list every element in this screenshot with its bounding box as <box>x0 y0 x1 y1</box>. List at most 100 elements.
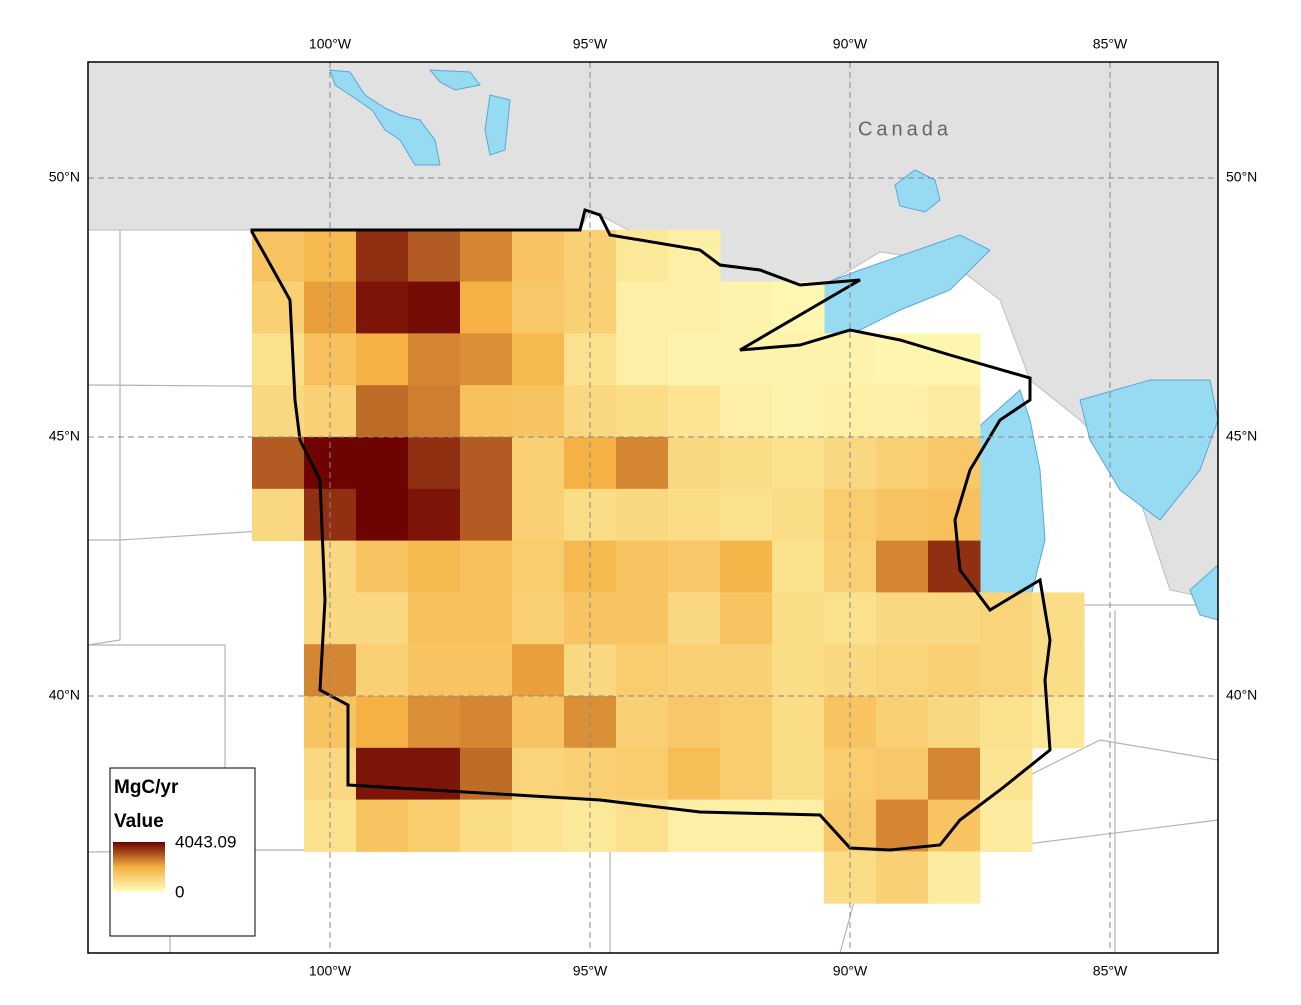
raster-cell <box>408 437 461 490</box>
raster-cell <box>512 229 565 283</box>
raster-cell <box>616 488 669 542</box>
raster-cell <box>928 592 981 645</box>
raster-cell <box>356 281 409 334</box>
raster-cell <box>876 540 929 593</box>
raster-cell <box>356 799 409 852</box>
raster <box>252 229 1085 904</box>
raster-cell <box>772 592 825 645</box>
raster-cell <box>1032 644 1085 697</box>
raster-cell <box>356 437 409 490</box>
raster-cell <box>876 437 929 490</box>
raster-cell <box>720 592 773 645</box>
raster-cell <box>512 488 565 542</box>
graticule <box>88 62 1218 953</box>
raster-cell <box>356 488 409 542</box>
raster-cell <box>876 488 929 542</box>
raster-cell <box>1032 592 1085 645</box>
raster-cell <box>616 592 669 645</box>
raster-cell <box>460 592 513 645</box>
raster-cell <box>980 696 1033 749</box>
raster-cell <box>772 488 825 542</box>
raster-cell <box>408 592 461 645</box>
raster-cell <box>876 747 929 801</box>
raster-cell <box>720 799 773 852</box>
raster-cell <box>720 644 773 697</box>
lon-label-bottom: 95°W <box>573 963 608 979</box>
raster-cell <box>928 851 981 904</box>
raster-cell <box>668 644 721 697</box>
raster-cell <box>980 799 1033 852</box>
raster-cell <box>616 540 669 593</box>
raster-cell <box>772 644 825 697</box>
raster-cell <box>512 385 565 438</box>
raster-cell <box>460 644 513 697</box>
raster-cell <box>512 540 565 593</box>
raster-cell <box>512 799 565 852</box>
raster-cell <box>720 540 773 593</box>
raster-cell <box>356 747 409 801</box>
raster-cell <box>720 437 773 490</box>
raster-cell <box>668 229 721 283</box>
raster-cell <box>928 333 981 386</box>
lon-label-top: 100°W <box>309 36 352 52</box>
raster-cell <box>772 799 825 852</box>
raster-cell <box>460 385 513 438</box>
raster-cell <box>512 644 565 697</box>
raster-cell <box>876 385 929 438</box>
raster-cell <box>668 696 721 749</box>
raster-cell <box>408 333 461 386</box>
raster-cell <box>460 696 513 749</box>
raster-cell <box>252 488 305 542</box>
lat-label-left: 50°N <box>49 169 80 185</box>
raster-cell <box>408 488 461 542</box>
raster-cell <box>252 229 305 283</box>
raster-cell <box>772 333 825 386</box>
raster-cell <box>772 747 825 801</box>
raster-cell <box>512 747 565 801</box>
raster-cell <box>876 851 929 904</box>
lat-label-right: 45°N <box>1226 428 1257 444</box>
raster-cell <box>408 644 461 697</box>
legend-title: MgC/yr <box>114 777 179 798</box>
raster-cell <box>252 281 305 334</box>
raster-cell <box>668 437 721 490</box>
raster-cell <box>720 385 773 438</box>
raster-cell <box>616 644 669 697</box>
raster-cell <box>928 437 981 490</box>
raster-cell <box>408 799 461 852</box>
raster-cell <box>772 540 825 593</box>
study-boundary <box>250 208 1052 852</box>
legend-ramp <box>113 842 165 892</box>
raster-cell <box>720 333 773 386</box>
raster-cell <box>616 385 669 438</box>
raster-cell <box>772 437 825 490</box>
raster-cell <box>668 799 721 852</box>
raster-cell <box>252 437 305 490</box>
raster-cell <box>668 540 721 593</box>
raster-cell <box>460 281 513 334</box>
raster-cell <box>512 592 565 645</box>
raster-cell <box>876 799 929 852</box>
raster-cell <box>408 385 461 438</box>
raster-cell <box>460 437 513 490</box>
raster-cell <box>772 385 825 438</box>
raster-cell <box>356 333 409 386</box>
raster-cell <box>616 747 669 801</box>
raster-cell <box>668 592 721 645</box>
lon-label-top: 85°W <box>1093 36 1128 52</box>
raster-cell <box>668 281 721 334</box>
raster-cell <box>928 747 981 801</box>
map-body: Canada <box>88 62 1218 953</box>
raster-cell <box>928 696 981 749</box>
raster-cell <box>876 696 929 749</box>
lon-label-bottom: 100°W <box>309 963 352 979</box>
raster-cell <box>616 281 669 334</box>
legend-max: 4043.09 <box>175 832 236 851</box>
raster-cell <box>356 385 409 438</box>
raster-cell <box>408 281 461 334</box>
legend-min: 0 <box>175 882 184 901</box>
raster-cell <box>512 437 565 490</box>
raster-cell <box>356 696 409 749</box>
